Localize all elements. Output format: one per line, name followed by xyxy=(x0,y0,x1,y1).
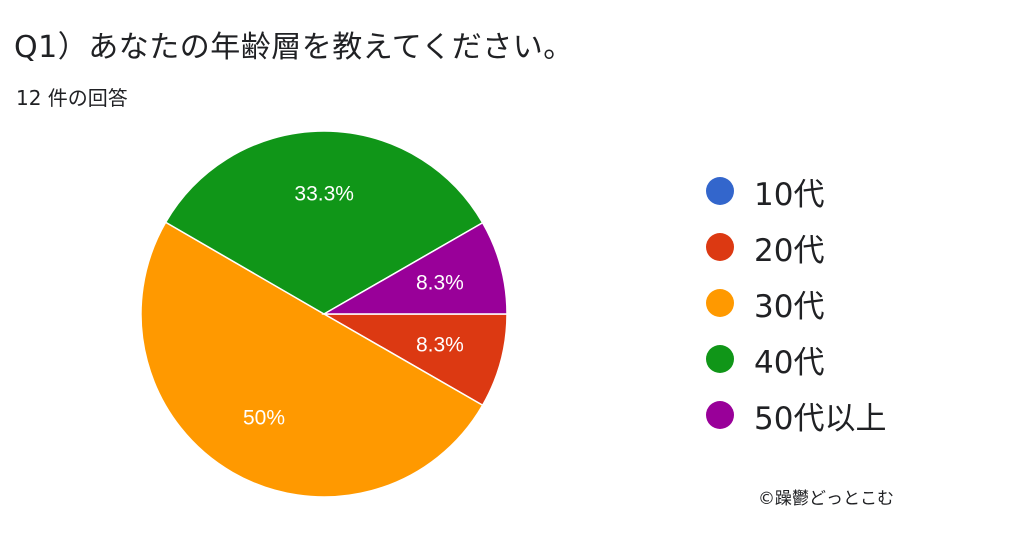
pie-slices xyxy=(140,130,508,498)
legend-item[interactable]: 40代 xyxy=(706,331,886,387)
legend-item[interactable]: 20代 xyxy=(706,219,886,275)
pie-slice-label: 8.3% xyxy=(416,333,464,356)
legend-swatch xyxy=(706,289,734,317)
legend-label: 30代 xyxy=(754,288,825,325)
chart-title: Q1）あなたの年齢層を教えてください。 xyxy=(14,30,574,65)
legend-label: 10代 xyxy=(754,176,825,213)
copyright-credit: ©躁鬱どっとこむ xyxy=(758,489,894,509)
legend-swatch xyxy=(706,345,734,373)
pie-slice-label: 8.3% xyxy=(416,272,464,295)
legend-label: 50代以上 xyxy=(754,400,887,437)
legend-swatch xyxy=(706,177,734,205)
pie-slice-label: 33.3% xyxy=(294,183,354,206)
legend-label: 40代 xyxy=(754,344,825,381)
pie-slice-50代以上[interactable] xyxy=(321,221,508,315)
response-count: 12 件の回答 xyxy=(16,86,128,110)
legend-label: 20代 xyxy=(754,232,825,269)
pie-slice-label: 50% xyxy=(243,406,285,429)
legend-item[interactable]: 30代 xyxy=(706,275,886,331)
legend-swatch xyxy=(706,401,734,429)
pie-slice-20代[interactable] xyxy=(321,313,508,407)
legend-swatch xyxy=(706,233,734,261)
legend-item[interactable]: 50代以上 xyxy=(706,387,886,443)
legend-item[interactable]: 10代 xyxy=(706,163,886,219)
pie-slice-30代[interactable] xyxy=(140,221,484,498)
pie-slice-labels: 8.3% 50% 33.3% 8.3% xyxy=(243,183,464,430)
chart-legend: 10代 20代 30代 40代 50代以上 xyxy=(706,163,886,443)
